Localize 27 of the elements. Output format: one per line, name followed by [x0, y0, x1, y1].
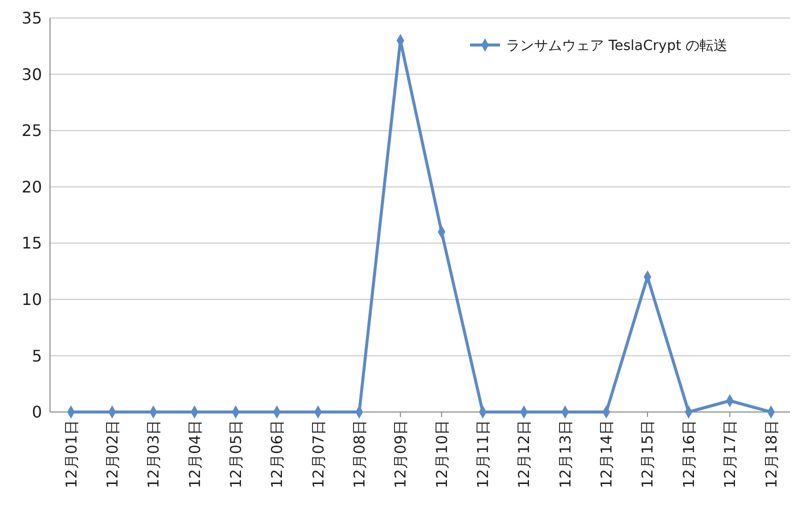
x-tick-label: 12月15日 — [638, 420, 657, 488]
x-tick-label: 12月07日 — [309, 420, 328, 488]
x-tick-label: 12月18日 — [762, 420, 780, 488]
x-tick-label: 12月16日 — [680, 420, 698, 488]
y-tick-label: 10 — [22, 290, 42, 310]
y-tick-label: 5 — [32, 346, 42, 366]
y-tick-label: 30 — [22, 64, 42, 84]
x-tick-label: 12月03日 — [144, 420, 163, 488]
x-tick-label: 12月14日 — [598, 420, 616, 488]
y-tick-label: 15 — [22, 234, 42, 253]
legend-label: ランサムウェア TeslaCrypt の転送 — [506, 38, 728, 54]
y-tick-label: 0 — [32, 402, 42, 422]
y-tick-label: 35 — [22, 8, 42, 28]
x-tick-label: 12月13日 — [556, 420, 574, 488]
x-tick-label: 12月06日 — [268, 420, 286, 488]
x-tick-label: 12月10日 — [432, 420, 451, 488]
y-tick-label: 25 — [22, 121, 42, 140]
x-tick-label: 12月12日 — [515, 420, 534, 488]
y-tick-label: 20 — [22, 177, 42, 196]
x-tick-label: 12月11日 — [474, 420, 492, 488]
x-tick-label: 12月09日 — [392, 420, 410, 488]
x-tick-label: 12月05日 — [226, 420, 245, 488]
x-tick-label: 12月08日 — [350, 420, 368, 488]
x-tick-label: 12月17日 — [721, 420, 740, 488]
x-tick-label: 12月04日 — [186, 420, 204, 488]
x-tick-label: 12月01日 — [62, 420, 80, 488]
x-tick-label: 12月02日 — [103, 420, 122, 488]
